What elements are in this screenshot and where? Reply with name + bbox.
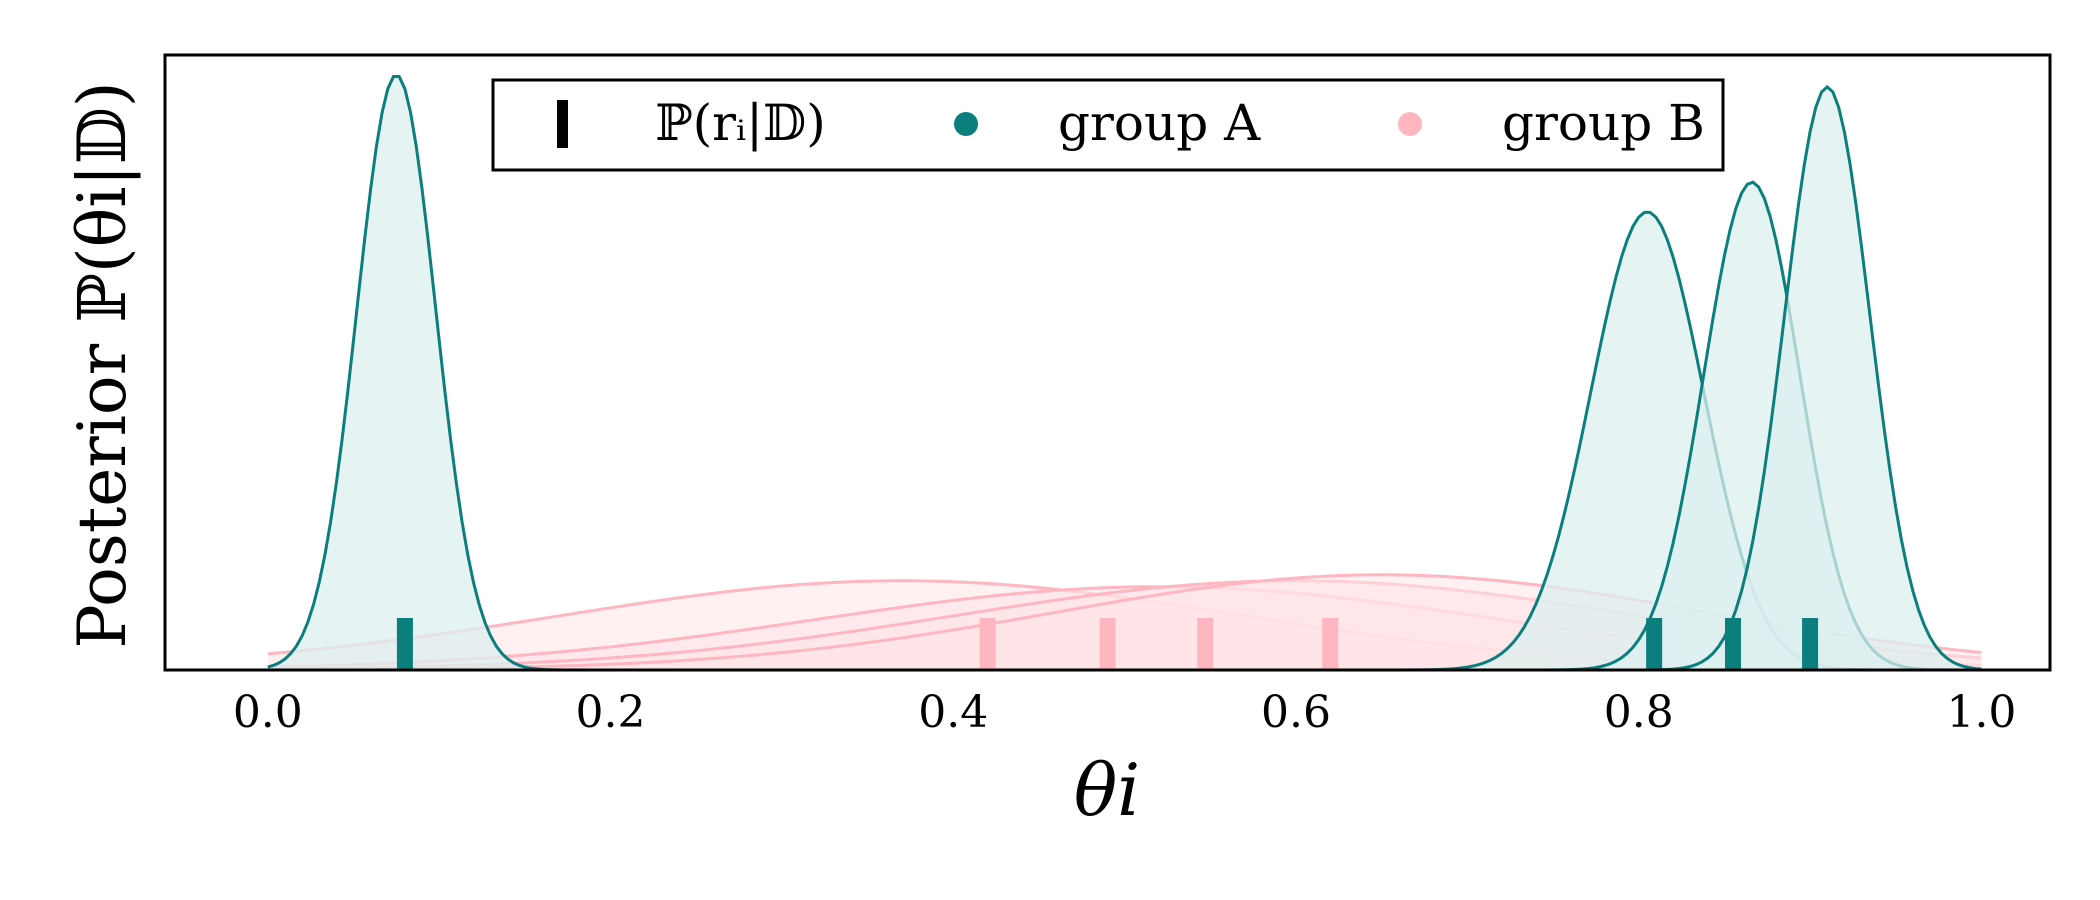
group-a-point-estimate <box>1802 618 1819 670</box>
group-a-density-fill <box>267 86 1982 670</box>
x-tick-label: 0.6 <box>1261 687 1331 738</box>
legend-label-group-a: group A <box>1058 94 1261 152</box>
group-b-point-estimate <box>979 618 996 670</box>
group-b-point-estimate <box>1322 618 1339 670</box>
group-a-point-estimate <box>1646 618 1663 670</box>
x-axis-label: θi <box>1074 748 1140 832</box>
group-a-point-estimate <box>1724 618 1741 670</box>
group-a-point-estimate <box>396 618 413 670</box>
point-estimate-ticks <box>396 618 1819 670</box>
y-axis-label: Posterior ℙ(θi|𝔻) <box>64 81 141 648</box>
plot-frame <box>163 53 2052 672</box>
group-b-point-estimate <box>1197 618 1214 670</box>
legend-label-posterior: ℙ(rᵢ|𝔻) <box>655 94 826 152</box>
legend-dot-group-b <box>1398 112 1422 136</box>
legend-bar-marker <box>557 100 568 148</box>
x-tick-label: 0.4 <box>918 687 988 738</box>
x-tick-label: 0.2 <box>576 687 646 738</box>
x-tick-label: 0.0 <box>233 687 303 738</box>
x-tick-label: 1.0 <box>1946 687 2016 738</box>
legend-dot-group-a <box>954 112 978 136</box>
x-axis-ticks: 0.0 0.2 0.4 0.6 0.8 1.0 <box>233 687 2017 738</box>
legend: ℙ(rᵢ|𝔻) group A group B <box>491 78 1725 172</box>
legend-label-group-b: group B <box>1502 94 1705 152</box>
group-a-density-fill <box>267 76 1982 670</box>
x-tick-label: 0.8 <box>1604 687 1674 738</box>
legend-box <box>491 78 1725 172</box>
group-a-density-fill <box>267 212 1982 670</box>
group-b-point-estimate <box>1099 618 1116 670</box>
